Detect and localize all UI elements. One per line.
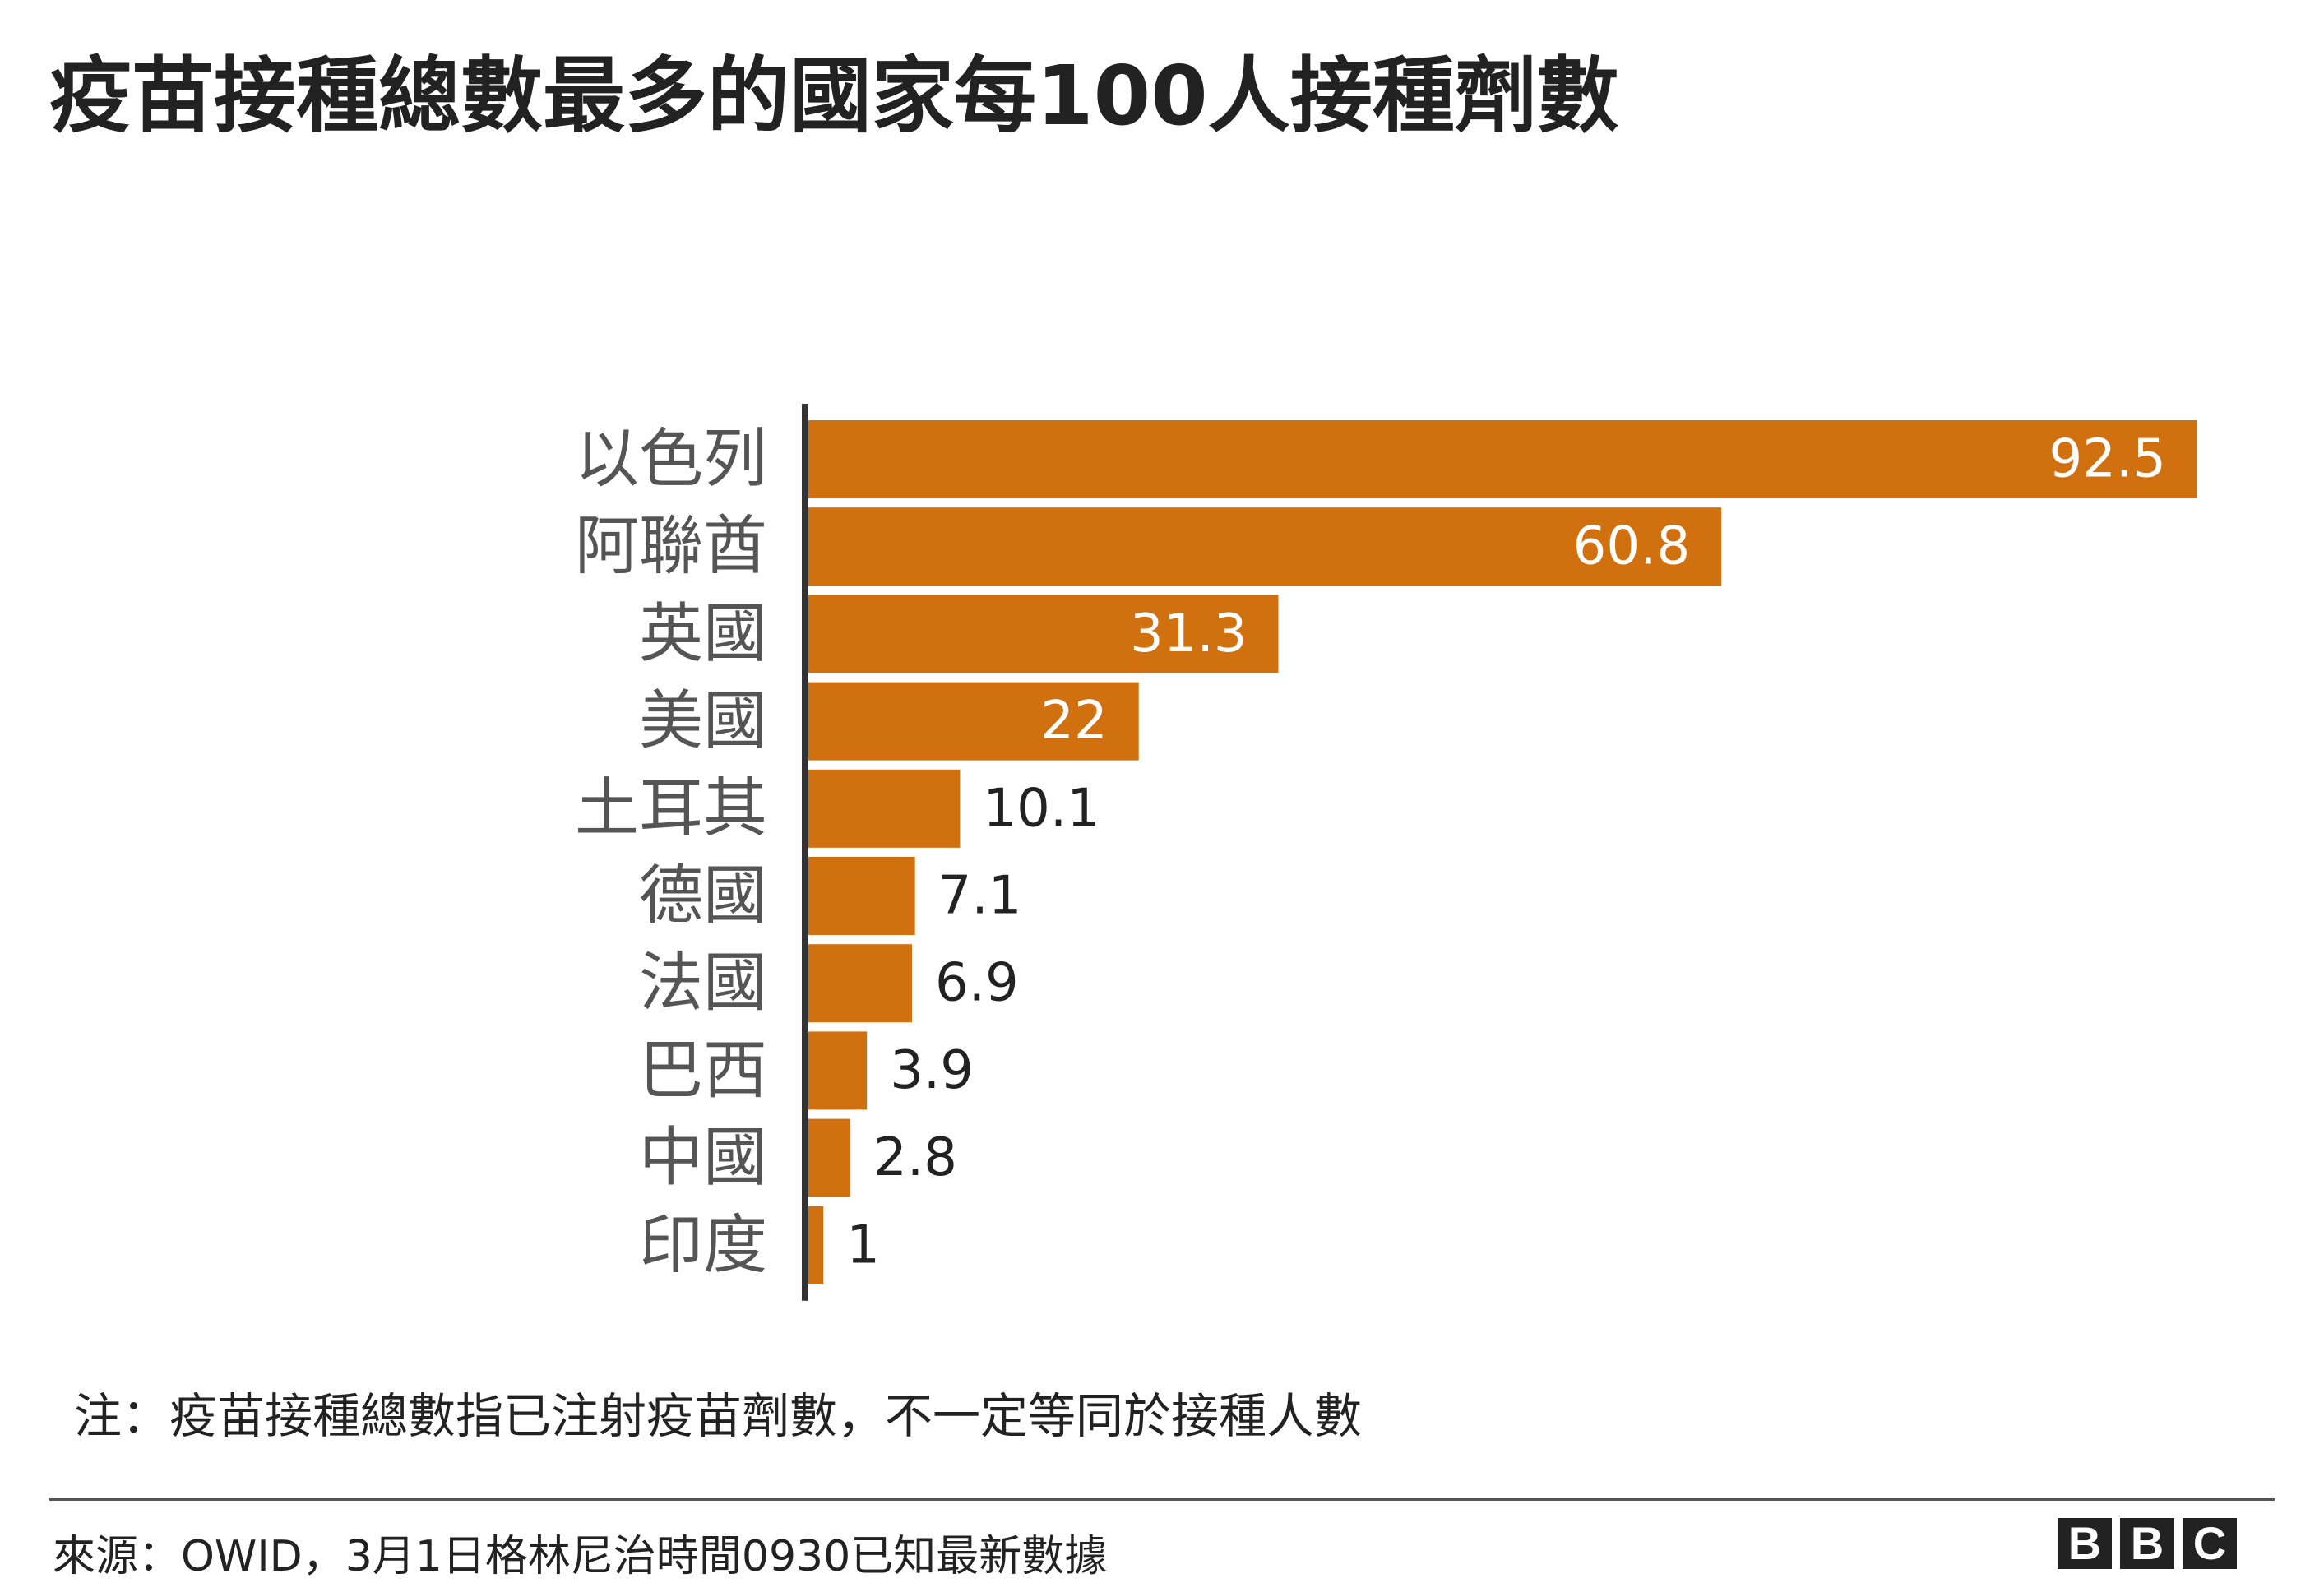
bar [808,1206,824,1284]
bar [808,682,1139,761]
data-label: 92.5 [2049,429,2167,490]
bbc-logo-letter: B [2120,1518,2174,1569]
category-label: 印度 [639,1208,767,1282]
data-label: 1 [846,1215,880,1275]
data-label: 6.9 [935,953,1019,1014]
data-label: 2.8 [873,1127,957,1188]
category-label: 以色列 [575,423,767,497]
data-label: 31.3 [1130,604,1248,664]
data-label: 7.1 [938,866,1022,927]
bar [808,420,2197,498]
chart-note: 注：疫苗接種總數指已注射疫苗劑數，不一定等同於接種人數 [74,1388,1363,1444]
category-label: 英國 [639,597,767,671]
category-label: 中國 [639,1121,767,1195]
bar [808,1031,868,1110]
footer-divider [49,1498,2275,1501]
y-axis-line [802,404,808,1301]
data-label: 22 [1040,691,1107,752]
source-text: 來源：OWID，3月1日格林尼治時間0930已知最新數據 [53,1532,1108,1581]
bar [808,507,1722,586]
data-label: 60.8 [1573,516,1691,577]
category-label: 阿聯酋 [575,510,767,584]
data-label: 10.1 [983,778,1100,839]
bbc-logo-letter: C [2183,1518,2237,1569]
bbc-logo: B B C [2058,1518,2237,1569]
bar [808,595,1279,673]
category-label: 巴西 [639,1034,767,1108]
bar [808,769,961,848]
bbc-logo-letter: B [2058,1518,2112,1569]
category-label: 德國 [639,859,767,933]
chart-title: 疫苗接種總數最多的國家每100人接種劑數 [49,48,1619,144]
category-label: 土耳其 [575,771,767,845]
data-label: 3.9 [890,1040,974,1101]
bar [808,1118,851,1197]
category-label: 美國 [639,684,767,758]
bar [808,944,912,1023]
category-label: 法國 [639,947,767,1021]
bar [808,857,915,935]
